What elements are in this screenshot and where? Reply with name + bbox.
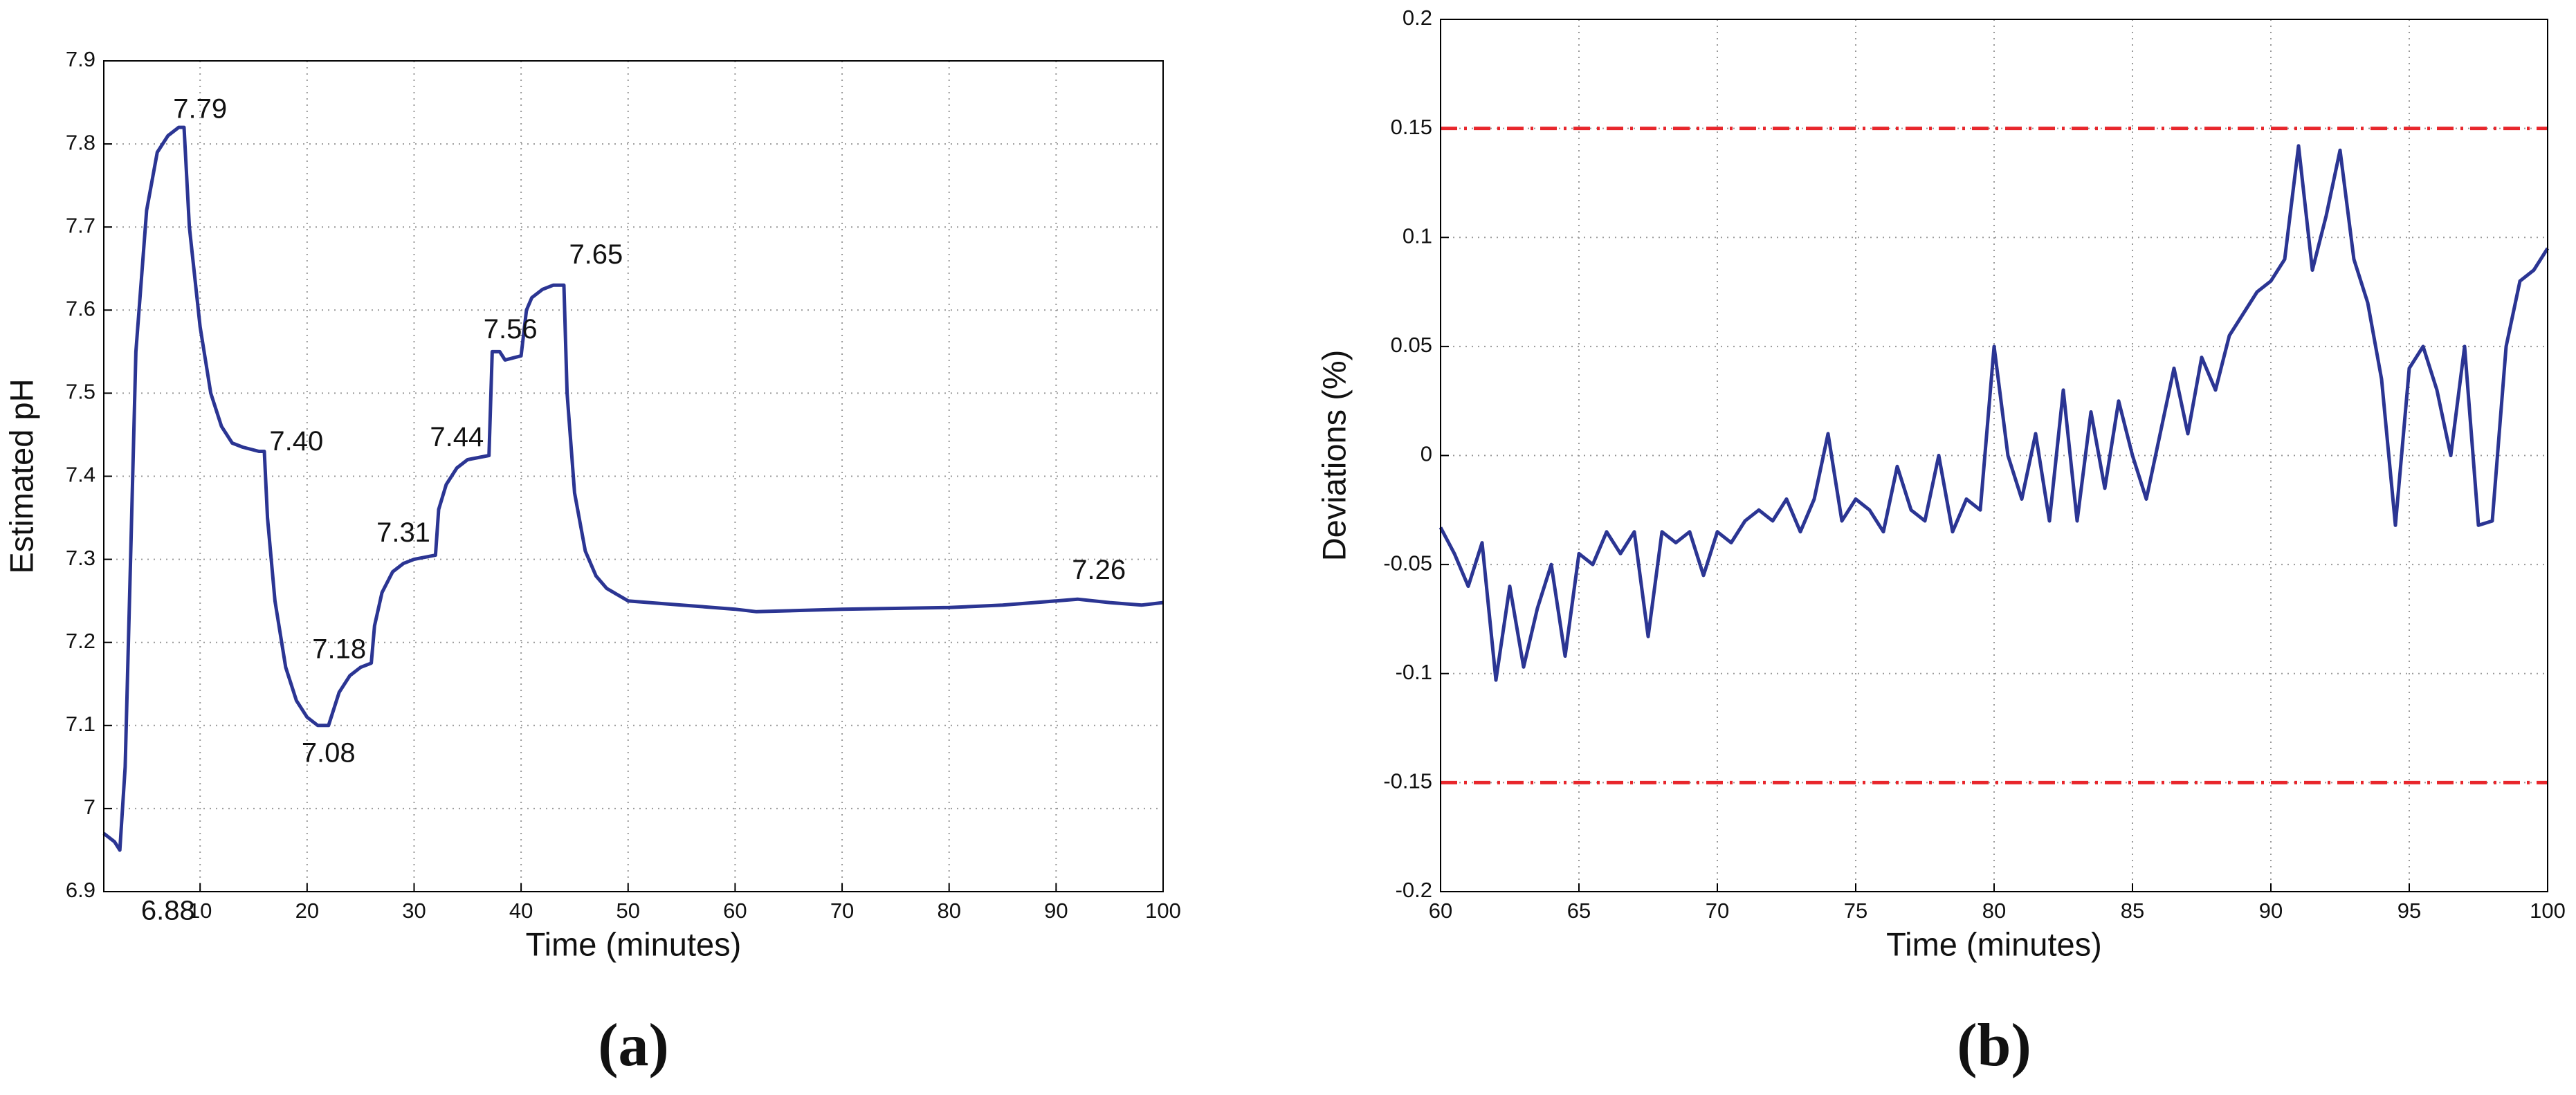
y-tick-label: -0.2 — [1396, 878, 1432, 902]
x-tick-label: 30 — [402, 899, 426, 923]
y-tick-label: 0.2 — [1403, 6, 1432, 30]
y-tick-label: -0.05 — [1383, 551, 1432, 575]
y-tick-label: 7.4 — [66, 463, 95, 487]
x-tick-label: 65 — [1567, 899, 1591, 923]
x-tick-label: 100 — [1145, 899, 1181, 923]
x-axis-label: Time (minutes) — [1886, 926, 2102, 962]
y-tick-label: 7 — [84, 795, 95, 819]
annotation: 7.65 — [569, 239, 623, 270]
y-tick-label: 0.15 — [1391, 115, 1432, 139]
x-tick-label: 95 — [2397, 899, 2421, 923]
y-tick-label: 7.8 — [66, 130, 95, 154]
x-tick-label: 100 — [2530, 899, 2566, 923]
plot-frame — [1440, 19, 2548, 892]
panel-label: (b) — [1957, 1012, 2031, 1079]
x-tick-label: 20 — [295, 899, 319, 923]
y-tick-label: 7.3 — [66, 546, 95, 570]
panel-label: (a) — [598, 1012, 669, 1079]
x-tick-label: 10 — [188, 899, 212, 923]
annotation: 7.18 — [312, 634, 366, 664]
x-tick-label: 80 — [1982, 899, 2006, 923]
x-tick-label: 70 — [830, 899, 854, 923]
x-tick-label: 60 — [723, 899, 747, 923]
y-tick-label: 0.05 — [1391, 333, 1432, 357]
y-tick-label: 6.9 — [66, 878, 95, 902]
annotation: 7.26 — [1072, 555, 1126, 585]
y-tick-label: 7.7 — [66, 213, 95, 237]
annotation: 7.40 — [269, 426, 323, 457]
x-tick-label: 70 — [1706, 899, 1729, 923]
annotation: 7.08 — [302, 737, 356, 768]
plot-frame — [103, 60, 1164, 892]
y-tick-label: -0.1 — [1396, 660, 1432, 684]
annotation: 6.88 — [141, 896, 195, 926]
x-tick-label: 90 — [1044, 899, 1068, 923]
annotation: 7.79 — [173, 94, 227, 125]
y-tick-label: 7.5 — [66, 380, 95, 404]
y-tick-label: -0.15 — [1383, 769, 1432, 793]
x-tick-label: 80 — [937, 899, 960, 923]
annotation: 7.31 — [376, 517, 430, 548]
data-line — [1438, 144, 2550, 682]
annotation: 7.56 — [484, 314, 538, 344]
x-tick-label: 85 — [2121, 899, 2144, 923]
y-tick-label: 7.1 — [66, 712, 95, 736]
x-tick-label: 40 — [509, 899, 533, 923]
y-tick-label: 0.1 — [1403, 223, 1432, 248]
data-line — [102, 125, 1164, 852]
annotation: 7.44 — [430, 422, 484, 452]
y-tick-label: 7.9 — [66, 47, 95, 71]
y-tick-label: 7.2 — [66, 629, 95, 653]
x-tick-label: 50 — [616, 899, 640, 923]
y-axis-label: Deviations (%) — [1315, 350, 1352, 562]
x-tick-label: 75 — [1844, 899, 1867, 923]
x-tick-label: 90 — [2259, 899, 2283, 923]
y-tick-label: 7.6 — [66, 296, 95, 320]
x-tick-label: 60 — [1429, 899, 1452, 923]
x-axis-label: Time (minutes) — [526, 926, 742, 962]
y-axis-label: Estimated pH — [3, 378, 39, 573]
y-tick-label: 0 — [1421, 442, 1432, 466]
